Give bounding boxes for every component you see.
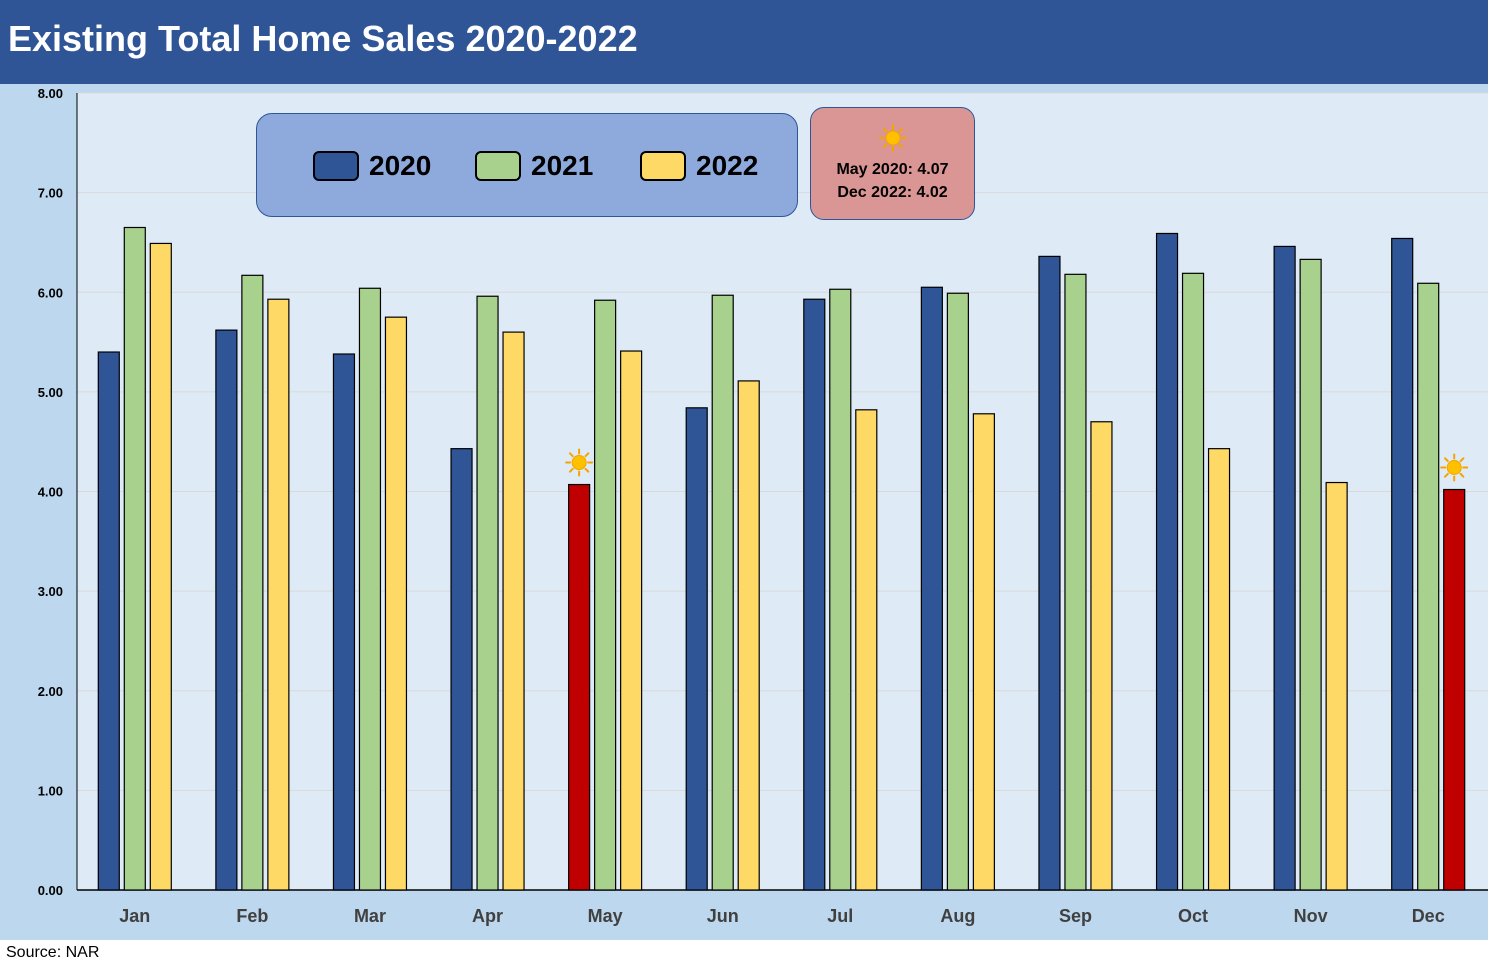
x-tick-label: Feb (236, 906, 268, 926)
y-tick-label: 7.00 (38, 186, 63, 201)
bar-2021-jul (829, 288, 852, 891)
bar-2022-apr (502, 331, 525, 891)
bar-2021-mar (358, 287, 382, 891)
x-tick-label: Mar (354, 906, 386, 926)
sun-icon (1440, 453, 1469, 482)
legend-label-2020: 2020 (369, 150, 432, 181)
bar-chart: 0.00 1.00 2.00 3.00 4.00 5.00 6.00 7.00 8.00 Jan F… (38, 86, 1488, 926)
bar-2022-jul (855, 409, 878, 891)
legend-item-2021: 2021 (475, 150, 593, 182)
y-tick-label: 0.00 (38, 883, 63, 898)
bar-2022-oct (1207, 448, 1231, 891)
bar-2020-apr (450, 448, 473, 891)
chart-title: Existing Total Home Sales 2020-2022 (8, 18, 638, 59)
bar-2022-may (620, 350, 643, 891)
y-tick-label: 8.00 (38, 86, 63, 101)
bar-2021-apr (476, 295, 499, 891)
bar-2022-feb (267, 298, 290, 891)
bar-2021-dec (1417, 282, 1440, 891)
x-tick-label: Oct (1178, 906, 1208, 926)
bar-2022-jun (737, 380, 760, 891)
x-tick-label: Apr (472, 906, 503, 926)
bar-2020-sep (1038, 255, 1061, 891)
bar-2020-dec (1391, 237, 1414, 891)
annotation-line-dec-2022: Dec 2022: 4.02 (837, 184, 948, 201)
legend-label-2021: 2021 (531, 150, 594, 181)
bar-2021-oct (1181, 272, 1205, 891)
annotation-line-may-2020: May 2020: 4.07 (836, 161, 949, 178)
bar-2022-nov (1325, 481, 1348, 891)
bar-2021-feb (241, 274, 264, 891)
legend: 2020 2021 2022 (256, 113, 798, 217)
x-tick-label: Aug (940, 906, 975, 926)
sun-icon (878, 124, 907, 152)
legend-item-2022: 2022 (640, 150, 758, 182)
bar-2020-mar (332, 353, 356, 891)
bar-2020-aug (920, 286, 943, 891)
x-tick-label: Jan (119, 906, 150, 926)
annotation-box: May 2020: 4.07 Dec 2022: 4.02 (810, 107, 975, 220)
bar-2022-mar (384, 316, 408, 891)
bar-2021-jun (711, 294, 734, 891)
bar-2020-may (568, 483, 591, 891)
x-tick-label: Jul (827, 906, 853, 926)
y-tick-label: 2.00 (38, 684, 63, 699)
y-tick-label: 1.00 (38, 783, 63, 798)
y-tick-label: 3.00 (38, 584, 63, 599)
bar-2021-may (594, 299, 617, 891)
legend-label-2022: 2022 (696, 150, 759, 181)
bar-2020-jan (97, 351, 120, 891)
bar-2020-oct (1155, 232, 1179, 891)
bar-2020-jun (685, 407, 708, 891)
source-note: Source: NAR (6, 944, 100, 961)
bar-2021-sep (1064, 273, 1087, 891)
bar-2022-jan (149, 242, 172, 891)
legend-swatch-2022 (640, 151, 686, 181)
y-tick-label: 6.00 (38, 285, 63, 300)
x-tick-label: May (588, 906, 623, 926)
y-tick-label: 5.00 (38, 385, 63, 400)
x-tick-label: Nov (1294, 906, 1328, 926)
bar-2020-feb (215, 329, 238, 891)
bar-2022-dec (1443, 488, 1466, 891)
legend-swatch-2020 (313, 151, 359, 181)
bar-2021-aug (946, 292, 969, 891)
sun-icon (565, 448, 594, 477)
bar-2022-aug (972, 413, 995, 891)
bar-2021-jan (123, 226, 146, 891)
bar-2020-jul (803, 298, 826, 891)
x-tick-label: Sep (1059, 906, 1092, 926)
bar-2020-nov (1273, 245, 1296, 891)
title-bar: Existing Total Home Sales 2020-2022 (0, 0, 1488, 84)
x-tick-label: Dec (1412, 906, 1445, 926)
x-tick-label: Jun (707, 906, 739, 926)
legend-item-2020: 2020 (313, 150, 431, 182)
y-tick-label: 4.00 (38, 485, 63, 500)
bar-2022-sep (1090, 421, 1113, 891)
legend-swatch-2021 (475, 151, 521, 181)
bar-2021-nov (1299, 258, 1322, 891)
